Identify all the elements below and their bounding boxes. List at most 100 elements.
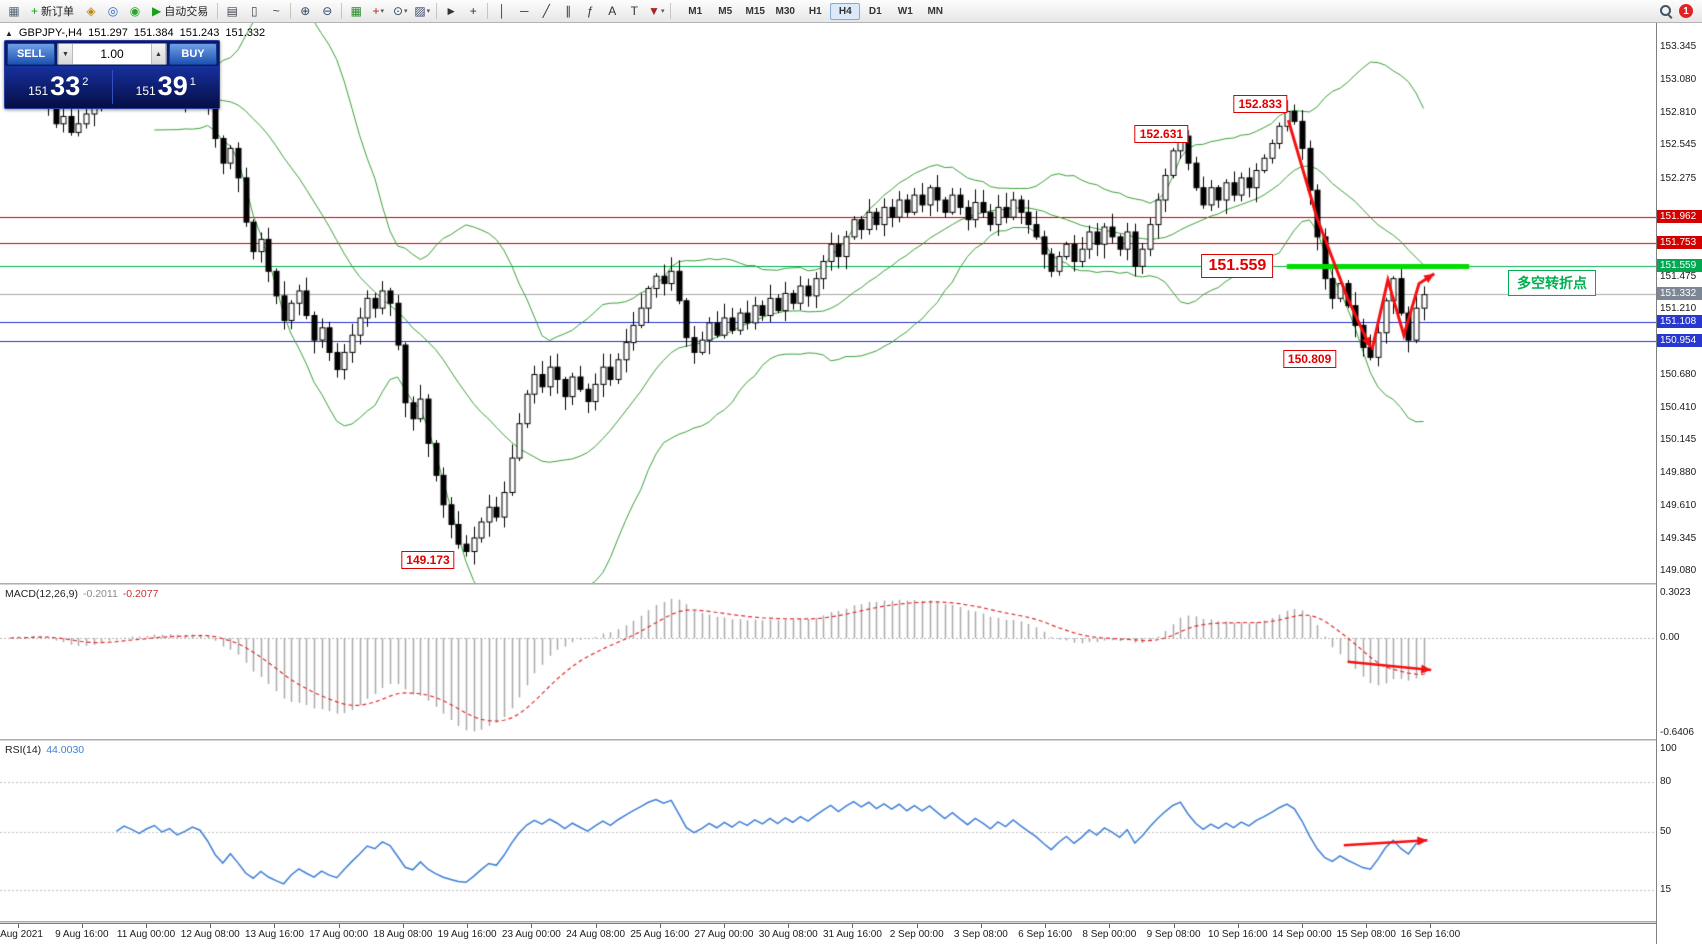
timeframe-m15-button[interactable]: M15 [745, 5, 765, 17]
price-axis-label: 149.345 [1660, 532, 1697, 544]
market-icon[interactable]: ◎ [107, 4, 119, 18]
time-axis-label: 14 Sep 00:00 [1272, 929, 1332, 940]
turning-point-note[interactable]: 多空转折点 [1508, 270, 1596, 297]
volume-input[interactable]: 1.00 [100, 47, 124, 61]
chart-window: 153.345 153.080 152.810 152.545 152.275 151.4… [0, 23, 1702, 944]
channel-icon[interactable]: ∥ [565, 4, 572, 18]
line-chart-type-icon[interactable]: ~ [272, 4, 280, 18]
new-order-button[interactable]: + 新订单 [31, 4, 75, 18]
trendline-icon[interactable]: ╱ [542, 4, 550, 18]
timeframe-mn-button[interactable]: MN [927, 5, 944, 17]
time-axis-label: 5 Aug 2021 [0, 929, 43, 940]
timeframe-w1-button[interactable]: W1 [897, 5, 913, 17]
price-axis-label: 152.545 [1660, 139, 1697, 151]
time-axis-tick [81, 924, 83, 928]
time-axis-tick [467, 924, 469, 928]
timeframe-h4-button[interactable]: H4 [830, 2, 861, 20]
crosshair-icon[interactable]: + [469, 4, 477, 18]
time-axis[interactable]: 5 Aug 2021 9 Aug 16:00 11 Aug 00:00 12 Aug … [0, 923, 1656, 944]
price-axis[interactable]: 153.345 153.080 152.810 152.545 152.275 151.4… [1656, 23, 1702, 944]
volume-increase-button[interactable]: ▲ [151, 44, 166, 64]
panel-separator[interactable] [0, 739, 1656, 741]
volume-decrease-button[interactable]: ▼ [58, 44, 73, 64]
templates-icon[interactable]: ▨ ▾ [414, 4, 431, 18]
price-axis-marker: 151.108 [1657, 314, 1702, 328]
label-icon[interactable]: T [630, 4, 638, 18]
ohlc-low: 151.243 [179, 27, 220, 39]
panel-separator[interactable] [0, 583, 1656, 585]
arrows-icon[interactable]: ▼ ▾ [648, 4, 665, 18]
macd-axis-label: 0.00 [1660, 632, 1680, 643]
time-axis-label: 16 Sep 16:00 [1400, 929, 1461, 940]
time-axis-label: 6 Sep 16:00 [1018, 929, 1073, 940]
time-axis-tick [916, 924, 918, 928]
price-axis-label: 152.275 [1660, 172, 1697, 184]
time-axis-tick [659, 924, 661, 928]
price-axis-marker: 151.962 [1657, 209, 1702, 223]
toolbar-separator [436, 3, 438, 19]
bar-chart-type-icon[interactable]: ▤ [226, 4, 238, 18]
timeframe-m30-button[interactable]: M30 [775, 5, 795, 17]
zoom-out-icon[interactable]: ⊖ [322, 4, 333, 18]
new-chart-icon[interactable]: ▦ [8, 4, 20, 18]
panel-separator[interactable] [0, 921, 1656, 923]
buy-price-sup: 1 [189, 76, 196, 88]
price-tag-annotation[interactable]: 152.833 [1233, 94, 1287, 113]
auto-trading-button[interactable]: ▶ 自动交易 [152, 4, 209, 18]
zoom-in-icon[interactable]: ⊕ [300, 4, 311, 18]
vertical-line-icon[interactable]: │ [498, 4, 507, 18]
timeframe-h1-button[interactable]: H1 [808, 5, 822, 17]
main-chart-canvas[interactable] [0, 23, 1656, 583]
periods-icon[interactable]: ⊙ ▾ [392, 4, 408, 18]
rsi-panel-canvas[interactable] [0, 741, 1656, 921]
indicators-icon[interactable]: + ▾ [372, 4, 385, 18]
timeframe-toolbar: M1 M5 M15 M30 H1 H4 D1 W1 MN [680, 2, 950, 20]
time-axis-label: 10 Sep 16:00 [1208, 929, 1268, 940]
price-axis-marker: 150.954 [1657, 333, 1702, 347]
macd-panel-canvas[interactable] [0, 585, 1656, 739]
time-axis-tick [274, 924, 276, 928]
time-axis-tick [595, 924, 597, 928]
signals-icon[interactable]: ◉ [129, 4, 141, 18]
time-axis-tick [1237, 924, 1239, 928]
time-axis-label: 17 Aug 00:00 [309, 929, 369, 940]
toolbar: ▦ + 新订单 ◈ ◎ ◉ ▶ 自动交易 ▤ ▯ ~ ⊕ ⊖ ▦ + ▾ ⊙ ▾ ▨ ▾ ► + │ ─ ╱ ∥ ƒ A T ▼ ▾ M1 M5… [0, 0, 1702, 23]
search-icon[interactable] [1657, 2, 1675, 20]
toolbar-separator [217, 3, 219, 19]
macd-label: MACD(12,26,9) -0.2011 -0.2077 [5, 588, 159, 600]
horizontal-line-icon[interactable]: ─ [519, 4, 529, 18]
time-axis-tick [980, 924, 982, 928]
time-axis-label: 11 Aug 00:00 [116, 929, 176, 940]
buy-price[interactable]: 151 39 1 [113, 66, 220, 108]
price-tag-annotation[interactable]: 152.631 [1134, 125, 1189, 144]
fibonacci-icon[interactable]: ƒ [586, 4, 594, 18]
time-axis-label: 3 Sep 08:00 [953, 929, 1008, 940]
price-tag-annotation[interactable]: 149.173 [401, 551, 455, 570]
time-axis-label: 2 Sep 00:00 [889, 929, 944, 940]
timeframe-d1-button[interactable]: D1 [868, 5, 882, 17]
cursor-icon[interactable]: ► [445, 4, 458, 18]
symbol-info: ▲ GBPJPY-,H4 151.297 151.384 151.243 151… [5, 27, 265, 39]
time-axis-tick [1173, 924, 1175, 928]
one-click-toggle-icon[interactable]: ▲ [5, 28, 13, 38]
time-axis-label: 27 Aug 00:00 [694, 929, 754, 940]
buy-button[interactable]: BUY [169, 43, 217, 65]
symbol-title: GBPJPY-,H4 [18, 27, 83, 39]
sell-price-big: 33 [50, 71, 81, 101]
price-tag-annotation[interactable]: 151.559 [1201, 254, 1274, 279]
text-icon[interactable]: A [608, 4, 617, 18]
expert-advisors-icon[interactable]: ◈ [86, 4, 96, 18]
timeframe-m5-button[interactable]: M5 [718, 5, 733, 17]
timeframe-m1-button[interactable]: M1 [688, 5, 703, 17]
time-axis-tick [210, 924, 212, 928]
price-tag-annotation[interactable]: 150.809 [1282, 350, 1337, 369]
candlestick-chart-type-icon[interactable]: ▯ [250, 4, 258, 18]
notification-badge[interactable]: 1 [1679, 4, 1693, 18]
sell-button[interactable]: SELL [7, 43, 55, 65]
price-axis-label: 150.680 [1660, 368, 1697, 380]
tile-windows-icon[interactable]: ▦ [350, 4, 362, 18]
sell-price[interactable]: 151 33 2 [5, 66, 112, 108]
rsi-axis-label: 15 [1660, 884, 1672, 896]
toolbar-separator [670, 3, 672, 19]
